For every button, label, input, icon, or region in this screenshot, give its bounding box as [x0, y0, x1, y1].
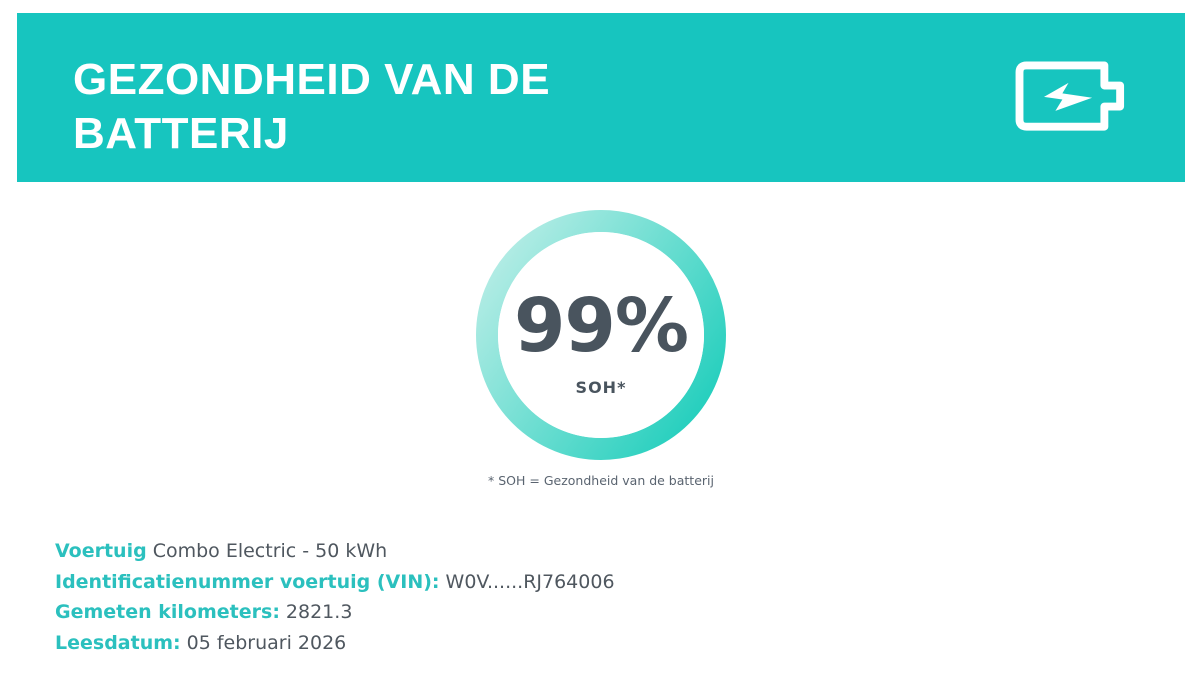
detail-value: W0V......RJ764006	[445, 570, 615, 593]
detail-label: Leesdatum:	[55, 631, 181, 654]
gauge-ring	[476, 210, 726, 460]
lightning-bolt-icon	[1044, 82, 1093, 111]
detail-label: Voertuig	[55, 540, 147, 562]
detail-row-vin: Identificatienummer voertuig (VIN): W0V..…	[55, 567, 615, 598]
page-title: GEZONDHEID VAN DE BATTERIJ	[73, 53, 550, 161]
soh-gauge: 99% SOH* * SOH = Gezondheid van de batte…	[476, 210, 726, 488]
detail-value: 2821.3	[285, 601, 353, 623]
gauge-center: 99% SOH*	[498, 232, 704, 438]
detail-label: Gemeten kilometers:	[55, 601, 280, 623]
page-title-line1: GEZONDHEID VAN DE	[73, 55, 551, 104]
soh-label: SOH*	[575, 377, 627, 397]
header-banner: GEZONDHEID VAN DE BATTERIJ	[17, 13, 1185, 182]
soh-value: 99%	[513, 282, 689, 369]
soh-footnote: * SOH = Gezondheid van de batterij	[488, 473, 714, 488]
vehicle-details: Voertuig Combo Electric - 50 kWh Identifi…	[55, 536, 615, 658]
detail-row-kilometers: Gemeten kilometers: 2821.3	[55, 597, 615, 628]
detail-value: 05 februari 2026	[186, 631, 347, 654]
page-title-line2: BATTERIJ	[73, 109, 289, 158]
battery-outline-icon	[1015, 61, 1125, 131]
detail-value: Combo Electric - 50 kWh	[152, 540, 388, 562]
detail-row-vehicle: Voertuig Combo Electric - 50 kWh	[55, 536, 615, 567]
battery-charging-icon	[1014, 61, 1130, 131]
detail-label: Identificatienummer voertuig (VIN):	[55, 570, 440, 593]
detail-row-readdate: Leesdatum: 05 februari 2026	[55, 628, 615, 659]
